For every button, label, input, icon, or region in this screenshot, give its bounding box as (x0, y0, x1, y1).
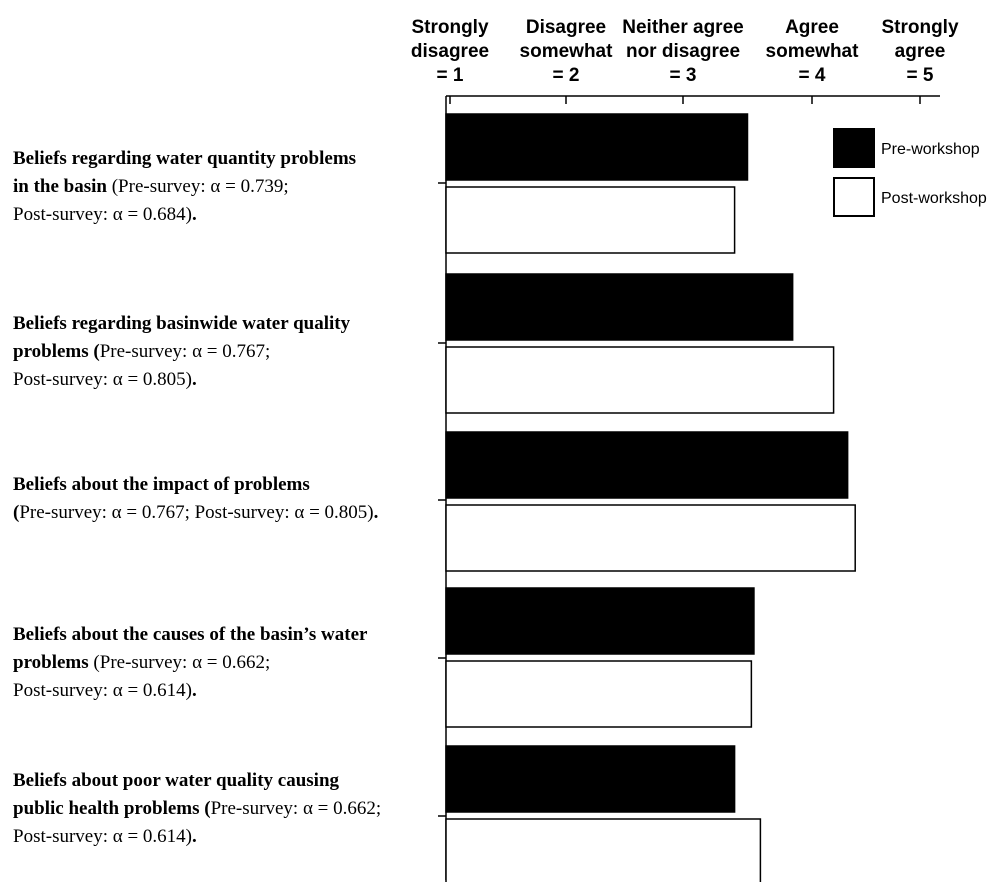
category-label-2: Beliefs regarding basinwide water qualit… (13, 313, 351, 390)
post-workshop-bar-5 (445, 818, 762, 882)
pre-workshop-bar-2 (445, 273, 794, 341)
legend-label-pre-workshop: Pre-workshop (881, 141, 980, 158)
pre-workshop-bar-1 (445, 113, 749, 181)
pre-workshop-bar-5 (445, 745, 736, 813)
category-label-3: Beliefs about the impact of problems (Pre… (13, 474, 378, 523)
legend-swatch-post-workshop (833, 177, 875, 217)
tick-label-1: Strongly disagree = 1 (411, 17, 489, 86)
pre-workshop-bar-4 (445, 587, 755, 655)
category-label-4: Beliefs about the causes of the basin’s … (13, 624, 368, 701)
pre-workshop-bar-3 (445, 431, 849, 499)
legend-swatch-pre-workshop (833, 128, 875, 168)
tick-label-4: Agree somewhat = 4 (766, 17, 860, 86)
legend: Pre-workshop Post-workshop (833, 128, 987, 217)
category-labels: Beliefs regarding water quantity problem… (13, 148, 381, 847)
tick-label-3: Neither agree nor disagree = 3 (622, 17, 743, 86)
post-workshop-bar-2 (445, 346, 835, 414)
post-workshop-bar-3 (445, 504, 856, 572)
tick-label-2: Disagree somewhat = 2 (520, 17, 614, 86)
tick-label-5: Strongly agree = 5 (881, 17, 958, 86)
post-workshop-bar-4 (445, 660, 753, 728)
tick-labels: Strongly disagree = 1 Disagree somewhat = 2Ne… (411, 17, 959, 86)
category-label-5: Beliefs about poor water quality causing… (13, 770, 381, 847)
bars (445, 113, 856, 882)
legend-label-post-workshop: Post-workshop (881, 190, 987, 207)
post-workshop-bar-1 (445, 186, 736, 254)
category-label-1: Beliefs regarding water quantity problem… (13, 148, 356, 225)
